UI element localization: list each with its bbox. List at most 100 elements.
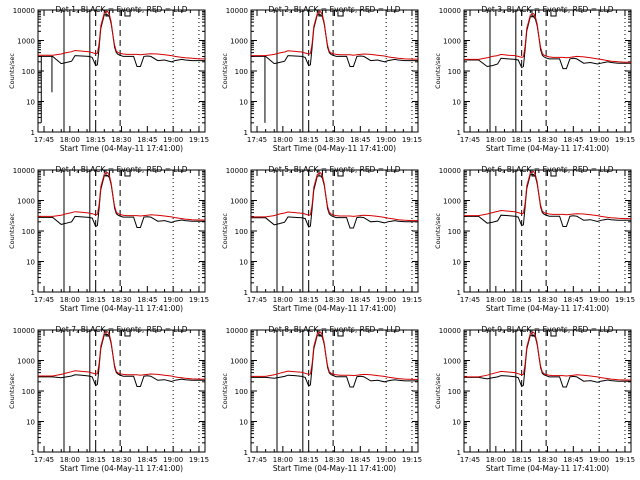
time-bracket-mark (337, 330, 344, 337)
plot-frame (250, 329, 419, 453)
x-tick-label: 18:45 (350, 296, 370, 304)
time-bracket-mark (105, 330, 110, 337)
y-axis-label: Counts/sec (434, 53, 442, 89)
x-tick-label: 17:45 (460, 296, 480, 304)
x-tick-label: 18:15 (86, 136, 106, 144)
series-events-line (464, 173, 631, 227)
y-tick-label: 1 (244, 129, 248, 137)
x-tick-label: 18:30 (111, 136, 131, 144)
x-tick-label: 19:00 (376, 296, 396, 304)
x-tick-label: 18:45 (350, 456, 370, 464)
x-tick-label: 18:45 (137, 296, 157, 304)
x-tick-label: 19:15 (615, 456, 635, 464)
series-events-line (38, 14, 205, 67)
x-tick-label: 18:00 (60, 296, 80, 304)
y-axis-label: Counts/sec (221, 53, 229, 89)
y-tick-label: 1000 (230, 38, 248, 46)
y-tick-label: 10 (452, 259, 461, 267)
time-bracket-mark (550, 10, 557, 17)
series-lld-line (251, 11, 418, 60)
y-tick-label: 10000 (226, 7, 248, 15)
x-tick-label: 19:00 (163, 296, 183, 304)
y-tick-label: 10000 (226, 167, 248, 175)
y-tick-label: 100 (448, 388, 461, 396)
plot-frame (250, 169, 419, 293)
y-tick-label: 1000 (230, 358, 248, 366)
time-bracket-mark (124, 330, 131, 337)
y-tick-label: 100 (448, 228, 461, 236)
y-tick-label: 10 (452, 419, 461, 427)
x-tick-label: 19:00 (376, 136, 396, 144)
plot-frame (250, 9, 419, 133)
series-lld-line (38, 171, 205, 221)
time-bracket-mark (550, 170, 557, 177)
time-bracket-mark (337, 10, 344, 17)
y-axis-label: Counts/sec (434, 213, 442, 249)
panel-title: Det 2, BLACK = Events, RED = LLD (268, 5, 400, 14)
y-tick-label: 100 (22, 68, 35, 76)
panel-title: Det 8, BLACK = Events, RED = LLD (268, 325, 400, 334)
y-tick-label: 1 (457, 289, 461, 297)
y-tick-label: 10000 (439, 167, 461, 175)
x-axis-label: Start Time (04-May-11 17:41:00) (486, 144, 609, 153)
x-tick-label: 18:30 (324, 136, 344, 144)
time-bracket-mark (105, 10, 110, 17)
series-events-line (464, 16, 631, 70)
y-tick-label: 1 (457, 449, 461, 457)
plot-frame (37, 9, 206, 133)
y-tick-label: 10000 (13, 327, 35, 335)
y-axis-label: Counts/sec (434, 373, 442, 409)
chart-panel-3: 1 10 100 1000 10000 17:45 18:00 18:15 18:30 18:45… (434, 5, 635, 153)
y-tick-label: 10 (239, 419, 248, 427)
x-axis-label: Start Time (04-May-11 17:41:00) (486, 464, 609, 473)
x-tick-label: 17:45 (247, 296, 267, 304)
y-tick-label: 1 (457, 129, 461, 137)
x-tick-label: 18:45 (137, 136, 157, 144)
y-tick-label: 1 (244, 289, 248, 297)
x-tick-label: 19:00 (589, 136, 609, 144)
x-tick-label: 18:15 (86, 456, 106, 464)
y-tick-label: 100 (448, 68, 461, 76)
x-tick-label: 19:00 (589, 296, 609, 304)
x-tick-label: 19:00 (163, 456, 183, 464)
x-tick-label: 18:45 (350, 136, 370, 144)
x-tick-label: 17:45 (460, 136, 480, 144)
y-tick-label: 1 (244, 449, 248, 457)
x-axis-label: Start Time (04-May-11 17:41:00) (486, 304, 609, 313)
x-axis-label: Start Time (04-May-11 17:41:00) (60, 144, 183, 153)
series-events-line (38, 174, 205, 228)
x-tick-label: 17:45 (247, 456, 267, 464)
x-tick-label: 19:00 (163, 136, 183, 144)
x-tick-label: 17:45 (460, 456, 480, 464)
x-tick-label: 18:30 (324, 296, 344, 304)
x-axis-label: Start Time (04-May-11 17:41:00) (273, 304, 396, 313)
y-tick-label: 100 (235, 388, 248, 396)
plot-frame (37, 329, 206, 453)
x-tick-label: 18:30 (111, 456, 131, 464)
x-tick-label: 18:15 (512, 296, 532, 304)
x-tick-label: 18:00 (273, 456, 293, 464)
chart-panel-6: 1 10 100 1000 10000 17:45 18:00 18:15 18:30 18:45… (434, 165, 635, 313)
x-tick-label: 19:15 (402, 296, 422, 304)
x-tick-label: 18:30 (537, 456, 557, 464)
y-tick-label: 10 (452, 99, 461, 107)
plot-frame (463, 329, 632, 453)
panel-title: Det 9, BLACK = Events, RED = LLD (481, 325, 613, 334)
x-tick-label: 18:15 (299, 456, 319, 464)
y-axis-label: Counts/sec (8, 373, 16, 409)
y-tick-label: 10000 (13, 7, 35, 15)
series-lld-line (464, 331, 631, 381)
x-tick-label: 17:45 (34, 296, 54, 304)
panel-title: Det 3, BLACK = Events, RED = LLD (481, 5, 613, 14)
x-tick-label: 18:45 (563, 136, 583, 144)
y-tick-label: 100 (22, 228, 35, 236)
x-tick-label: 18:30 (324, 456, 344, 464)
x-tick-label: 18:00 (60, 136, 80, 144)
x-tick-label: 18:30 (111, 296, 131, 304)
y-tick-label: 1 (31, 129, 35, 137)
x-tick-label: 18:00 (486, 136, 506, 144)
x-tick-label: 19:15 (189, 136, 209, 144)
time-bracket-mark (337, 170, 344, 177)
series-events-line (251, 14, 418, 67)
